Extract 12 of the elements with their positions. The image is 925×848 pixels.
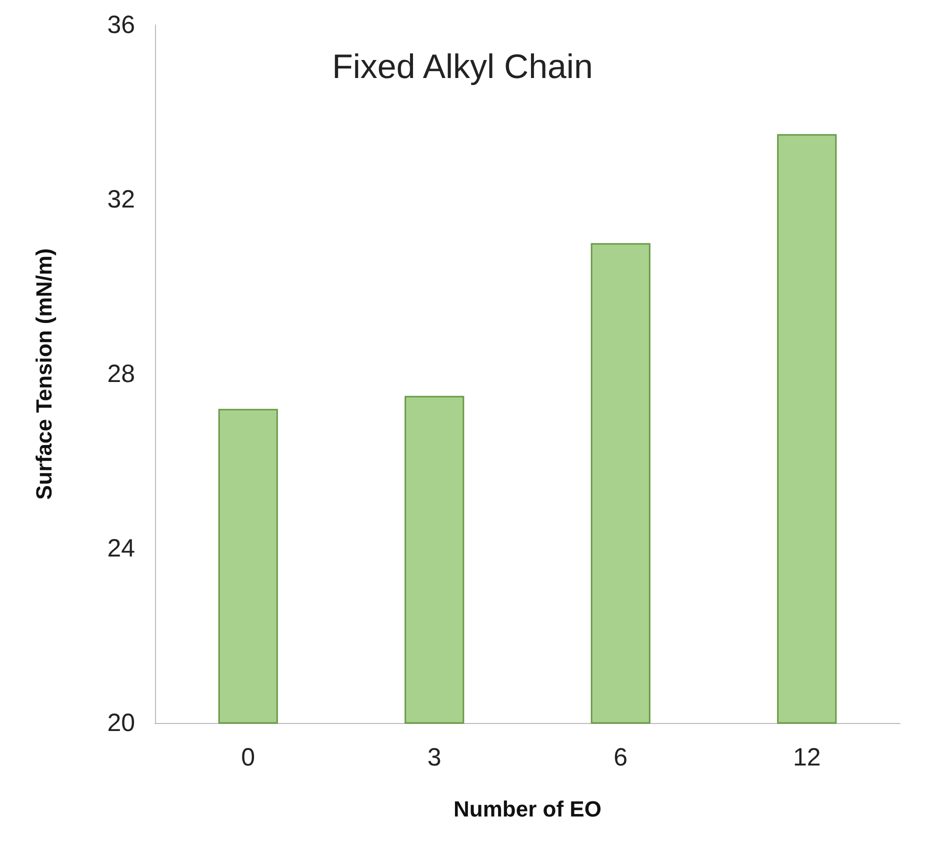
y-tick-label: 32 <box>107 186 135 214</box>
x-axis-title: Number of EO <box>454 796 602 822</box>
y-tick-label: 28 <box>107 360 135 388</box>
x-tick-label: 3 <box>427 744 442 772</box>
y-tick-label: 24 <box>107 534 136 562</box>
x-tick-label: 6 <box>614 744 628 772</box>
y-axis-title: Surface Tension (mN/m) <box>32 248 56 500</box>
text: Fixed Alkyl Chain <box>332 48 593 86</box>
x-tick-label: 12 <box>792 744 821 772</box>
x-tick-label: 0 <box>241 744 256 772</box>
y-tick-label: 36 <box>107 11 135 39</box>
y-tick-label: 20 <box>107 709 135 737</box>
